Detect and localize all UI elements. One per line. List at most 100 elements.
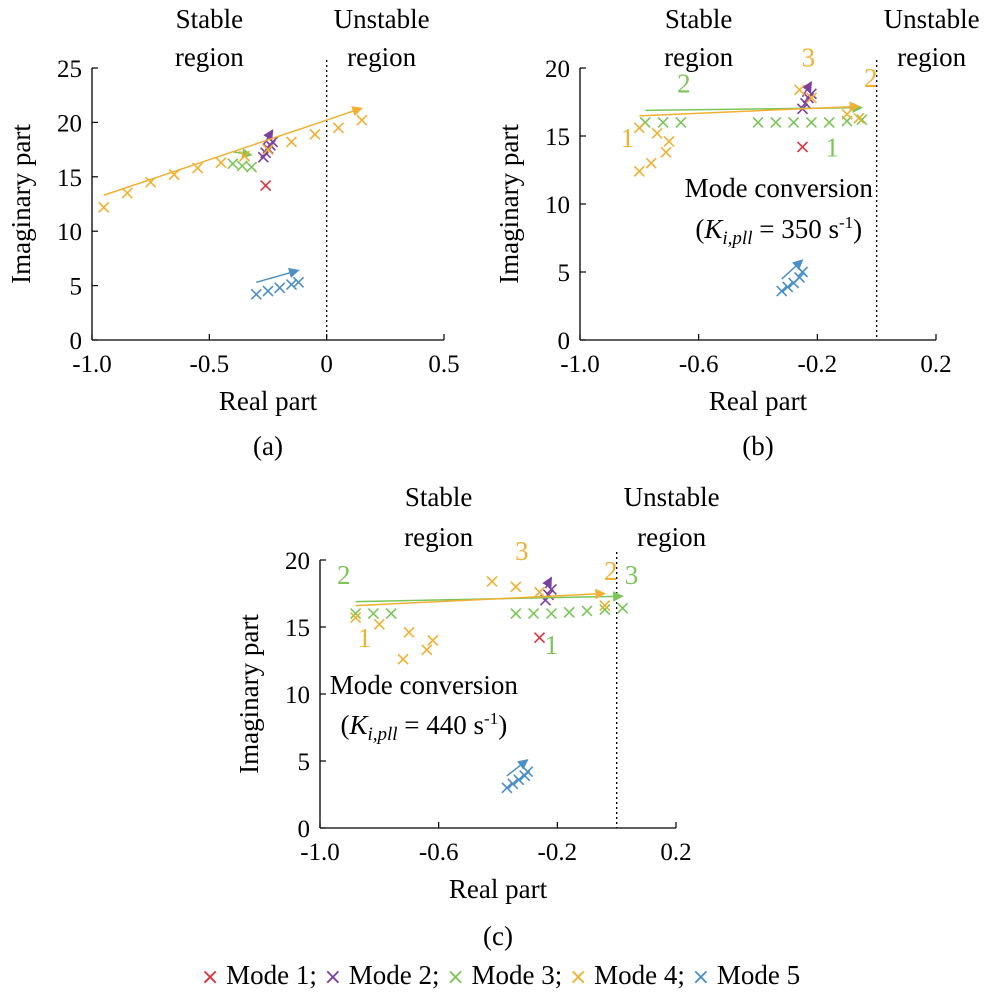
x-tick-label: -0.6 — [419, 839, 459, 866]
legend-marker-icon: × — [323, 965, 343, 990]
legend-item-mode5: × Mode 5 — [692, 960, 800, 990]
unstable-region-label: Unstable — [334, 4, 430, 34]
trajectory-number-label: 1 — [358, 623, 372, 653]
point-mode4 — [660, 146, 672, 158]
trajectory-number-label: 2 — [864, 63, 878, 93]
point-mode5 — [522, 766, 534, 778]
y-tick-label: 5 — [298, 749, 311, 776]
point-mode1 — [796, 141, 809, 153]
series-mode2 — [257, 129, 279, 163]
point-mode4 — [421, 644, 433, 656]
point-mode4 — [805, 92, 817, 104]
legend-marker-icon: × — [568, 965, 588, 990]
series-mode4 — [98, 106, 368, 213]
stable-region-label: region — [664, 42, 733, 72]
point-mode4 — [853, 112, 865, 124]
legend-item-mode4: × Mode 4; — [569, 960, 692, 990]
point-mode5 — [501, 782, 513, 794]
series-mode1 — [796, 141, 809, 153]
y-tick-label: 15 — [545, 124, 570, 151]
point-mode3 — [788, 116, 800, 128]
point-mode3 — [528, 608, 540, 620]
legend-item-mode1: × Mode 1; — [201, 960, 324, 990]
x-tick-label: 0 — [320, 351, 333, 378]
legend-marker-icon: × — [691, 965, 711, 990]
legend-label: Mode 3; — [464, 960, 569, 990]
x-tick-label: -0.2 — [538, 839, 578, 866]
point-mode4 — [121, 187, 133, 199]
point-mode4 — [663, 135, 675, 148]
x-tick-label: -0.2 — [798, 351, 838, 378]
point-mode1 — [260, 179, 272, 192]
x-tick-label: -1.0 — [300, 839, 340, 866]
point-mode4 — [645, 157, 657, 169]
series-mode4 — [350, 575, 611, 665]
legend-label: Mode 5 — [710, 960, 801, 990]
point-mode4 — [215, 157, 227, 169]
y-tick-label: 5 — [70, 274, 83, 301]
stable-region-label: region — [404, 522, 473, 552]
point-mode5 — [507, 778, 519, 790]
trend-arrow-mode4 — [103, 106, 363, 196]
trend-arrow-mode5 — [256, 267, 300, 284]
point-mode3 — [563, 606, 575, 618]
legend-marker-icon: × — [200, 965, 220, 990]
point-mode3 — [823, 116, 835, 128]
point-mode3 — [805, 116, 817, 128]
y-tick-label: 10 — [285, 682, 310, 709]
trend-arrow-mode5 — [781, 259, 804, 280]
y-axis-label: Imaginary part — [234, 614, 264, 774]
trajectory-number-label: 3 — [625, 560, 639, 590]
series-mode1 — [260, 179, 272, 192]
x-axis-label: Real part — [709, 386, 808, 416]
series-mode5 — [250, 267, 305, 300]
trend-arrow-mode4 — [639, 101, 860, 117]
point-mode4 — [486, 575, 498, 588]
point-mode5 — [262, 285, 274, 297]
stable-region-label: Stable — [665, 4, 733, 34]
panel-b: -1.0 -0.6 -0.2 0.2 0 5 10 15 20 Real part Imaginar… — [494, 4, 980, 461]
trajectory-number-label: 1 — [621, 123, 635, 153]
trajectory-number-label: 1 — [825, 132, 839, 162]
point-mode3 — [246, 161, 258, 173]
series-mode4 — [633, 84, 865, 177]
x-tick-label: -0.5 — [190, 351, 230, 378]
point-mode5 — [776, 285, 788, 297]
unstable-region-label: Unstable — [884, 4, 980, 34]
trajectory-number-label: 3 — [802, 43, 816, 73]
point-mode3 — [236, 160, 248, 172]
legend: × Mode 1; × Mode 2; × Mode 3; × Mode 4; … — [0, 960, 1001, 991]
point-mode3 — [367, 608, 379, 620]
stable-region-label: Stable — [405, 482, 473, 512]
point-mode1 — [533, 632, 546, 644]
point-mode3 — [617, 602, 629, 614]
point-mode3 — [752, 116, 764, 128]
mode-conversion-label: Mode conversion — [685, 173, 874, 203]
point-mode4 — [599, 599, 611, 612]
panel-caption: (c) — [483, 921, 513, 951]
y-tick-label: 0 — [558, 328, 571, 355]
unstable-region-label: region — [347, 42, 416, 72]
x-tick-label: -1.0 — [72, 351, 112, 378]
unstable-region-label: Unstable — [624, 482, 720, 512]
point-mode4 — [633, 122, 645, 134]
trend-arrow-mode5 — [506, 759, 529, 777]
x-tick-label: 0.5 — [428, 351, 459, 378]
point-mode3 — [510, 608, 522, 620]
y-tick-label: 5 — [558, 260, 571, 287]
point-mode3 — [545, 608, 557, 620]
series-mode5 — [501, 759, 534, 794]
legend-item-mode2: × Mode 2; — [324, 960, 447, 990]
trajectory-number-label: 2 — [604, 556, 618, 586]
point-mode3 — [657, 116, 669, 128]
x-tick-label: 0.2 — [920, 351, 951, 378]
point-mode3 — [350, 608, 362, 620]
trajectory-number-label: 3 — [515, 536, 529, 566]
trajectory-number-label: 1 — [545, 630, 559, 660]
point-mode3 — [675, 116, 687, 128]
point-mode3 — [227, 158, 239, 170]
x-tick-label: -0.6 — [679, 351, 719, 378]
legend-item-mode3: × Mode 3; — [446, 960, 569, 990]
point-mode4 — [168, 169, 180, 181]
